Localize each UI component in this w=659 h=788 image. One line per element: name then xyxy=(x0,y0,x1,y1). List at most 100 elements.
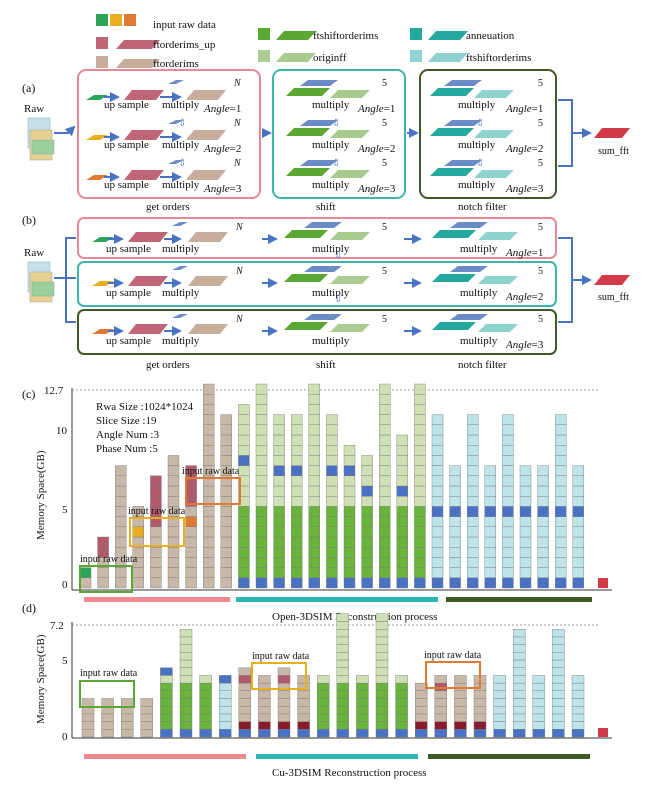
memory-seg xyxy=(218,729,232,738)
memory-bar xyxy=(277,667,291,738)
memory-seg xyxy=(552,713,565,722)
memory-seg xyxy=(199,675,212,684)
memory-seg xyxy=(160,667,173,676)
memory-seg xyxy=(502,445,514,456)
memory-seg xyxy=(258,690,271,699)
up-block xyxy=(128,232,168,242)
mult-chip xyxy=(168,80,184,84)
memory-seg xyxy=(395,706,408,715)
memory-seg xyxy=(571,721,585,730)
memory-bar xyxy=(513,629,526,738)
memory-seg xyxy=(273,496,285,507)
memory-seg xyxy=(317,706,330,715)
memory-seg xyxy=(396,547,408,558)
memory-seg xyxy=(202,536,215,548)
memory-seg xyxy=(449,567,461,578)
down-arrow: ⇩ xyxy=(178,118,186,129)
memory-seg xyxy=(467,424,479,436)
panel-b-label: (b) xyxy=(22,213,36,227)
memory-seg xyxy=(513,682,526,691)
memory-bar xyxy=(552,629,565,738)
memory-seg xyxy=(361,465,373,477)
memory-seg xyxy=(467,506,479,517)
memory-bar xyxy=(415,682,428,738)
memory-seg xyxy=(140,713,154,722)
memory-seg xyxy=(179,721,193,730)
shift-block xyxy=(286,88,330,96)
multiply-label: multiply xyxy=(312,179,350,191)
memory-seg xyxy=(167,577,180,589)
memory-seg xyxy=(356,690,369,699)
memory-seg xyxy=(449,536,461,548)
memory-seg xyxy=(308,414,320,426)
memory-seg xyxy=(326,557,338,568)
memory-seg xyxy=(513,644,526,653)
memory-seg xyxy=(273,424,285,436)
memory-seg xyxy=(434,698,447,707)
angle-label: Angle=3 xyxy=(203,183,242,195)
memory-bar xyxy=(291,414,303,589)
ann-block xyxy=(430,128,474,136)
shift-label-b: shift xyxy=(316,359,336,371)
memory-seg xyxy=(537,496,549,507)
get-orders-label-a: get orders xyxy=(146,201,190,213)
memory-seg xyxy=(160,706,173,715)
memory-seg xyxy=(140,698,154,707)
memory-seg xyxy=(114,567,127,578)
mult-chip xyxy=(300,160,338,166)
memory-seg xyxy=(379,475,391,487)
multiply-label: multiply xyxy=(458,139,496,151)
memory-seg xyxy=(308,394,320,405)
chart-c-ytick: 5 xyxy=(62,504,68,516)
shift-block xyxy=(284,230,328,238)
chart-c-phase-teal xyxy=(236,597,438,602)
memory-seg xyxy=(572,475,584,487)
memory-seg xyxy=(571,690,585,699)
memory-bar xyxy=(114,465,127,589)
memory-seg xyxy=(255,475,268,487)
memory-seg xyxy=(571,682,585,691)
memory-seg xyxy=(375,675,389,684)
order-block xyxy=(188,232,228,242)
orig-block xyxy=(330,90,370,98)
memory-seg xyxy=(555,485,567,497)
memory-seg xyxy=(291,506,303,517)
memory-bar xyxy=(532,675,545,738)
memory-seg xyxy=(336,698,349,707)
memory-seg xyxy=(414,526,426,538)
memory-seg xyxy=(431,445,444,456)
memory-seg xyxy=(375,629,389,638)
memory-seg xyxy=(179,698,193,707)
memory-seg xyxy=(220,557,233,568)
chart-c-ytick: 12.7 xyxy=(44,385,64,397)
memory-seg xyxy=(513,675,526,684)
memory-seg xyxy=(361,496,373,507)
memory-seg xyxy=(537,557,549,568)
memory-seg xyxy=(326,424,338,436)
memory-seg xyxy=(140,721,154,730)
memory-seg xyxy=(555,577,567,589)
memory-seg xyxy=(502,455,514,466)
pink-box-a xyxy=(77,69,261,199)
memory-seg xyxy=(493,698,506,707)
memory-seg xyxy=(238,698,252,707)
memory-seg xyxy=(555,455,567,466)
memory-bar xyxy=(97,536,109,589)
memory-seg xyxy=(414,567,426,578)
memory-seg xyxy=(199,729,212,738)
memory-seg xyxy=(552,675,565,684)
memory-seg xyxy=(431,414,444,426)
memory-seg xyxy=(150,547,162,558)
memory-bar xyxy=(238,404,250,589)
memory-seg xyxy=(308,383,320,395)
memory-seg xyxy=(572,506,584,517)
fshift-block xyxy=(478,232,518,240)
memory-seg xyxy=(97,536,109,548)
memory-seg xyxy=(273,557,285,568)
memory-bar xyxy=(199,675,212,738)
memory-seg xyxy=(552,667,565,676)
memory-seg xyxy=(434,713,447,722)
memory-seg xyxy=(449,465,461,477)
chart-d: (d) Memory Space(GB) 7.2 5 0 input raw d… xyxy=(22,601,612,779)
memory-seg xyxy=(379,434,391,446)
